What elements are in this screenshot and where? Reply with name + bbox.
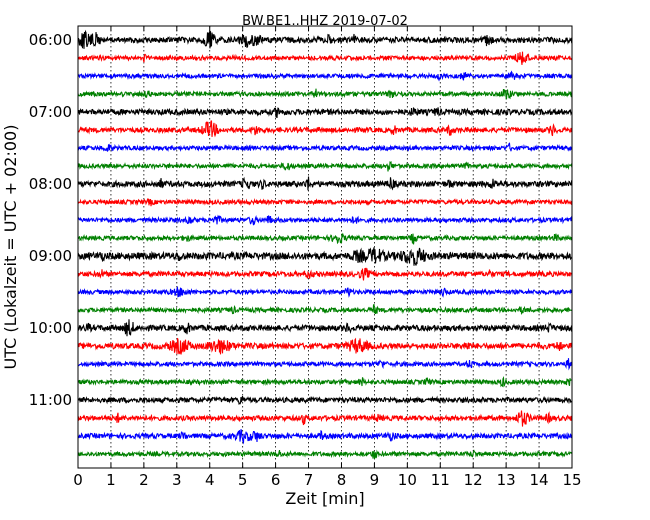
x-tick-label: 0 xyxy=(73,471,83,489)
x-tick-label: 13 xyxy=(497,471,516,489)
x-tick-label: 2 xyxy=(139,471,149,489)
seismic-trace xyxy=(77,303,573,315)
seismic-trace xyxy=(77,29,573,49)
x-tick-label: 11 xyxy=(431,471,450,489)
y-hour-label: 08:00 xyxy=(29,175,72,193)
seismic-trace xyxy=(77,410,573,427)
x-tick-label: 9 xyxy=(370,471,380,489)
x-tick-label: 10 xyxy=(398,471,417,489)
seismic-trace xyxy=(77,395,573,405)
seismic-trace xyxy=(77,285,573,298)
x-tick-label: 14 xyxy=(530,471,549,489)
x-tick-label: 1 xyxy=(106,471,116,489)
x-axis-label: Zeit [min] xyxy=(285,489,364,508)
seismic-trace xyxy=(77,107,573,119)
seismic-trace xyxy=(77,120,573,138)
y-axis-label: UTC (Lokalzeit = UTC + 02:00) xyxy=(1,125,20,370)
y-axis-hour-labels: 06:00 07:00 08:00 09:00 10:00 11:00 xyxy=(29,31,83,409)
seismic-trace xyxy=(77,176,573,191)
x-tick-label: 12 xyxy=(464,471,483,489)
y-hour-label: 10:00 xyxy=(29,319,72,337)
x-tick-label: 8 xyxy=(337,471,347,489)
x-tick-label: 4 xyxy=(205,471,215,489)
y-hour-label: 07:00 xyxy=(29,103,72,121)
x-tick-label: 7 xyxy=(304,471,314,489)
seismic-trace xyxy=(77,358,573,371)
x-tick-label: 3 xyxy=(172,471,182,489)
seismic-trace xyxy=(77,142,573,153)
y-hour-label: 11:00 xyxy=(29,391,72,409)
seismic-trace xyxy=(77,375,573,388)
seismic-traces xyxy=(77,29,573,459)
seismic-trace xyxy=(77,232,573,245)
seismic-trace xyxy=(77,160,573,172)
seismic-trace xyxy=(77,70,573,82)
grid-lines xyxy=(110,26,540,468)
seismic-trace xyxy=(77,337,573,355)
seismic-trace xyxy=(77,267,573,281)
seismic-trace xyxy=(77,449,573,459)
seismic-trace xyxy=(77,88,573,100)
seismic-trace xyxy=(77,429,573,445)
seismic-trace xyxy=(77,319,573,337)
seismic-trace xyxy=(77,197,573,207)
plot-frame xyxy=(77,25,573,469)
x-tick-label: 6 xyxy=(271,471,281,489)
seismic-trace xyxy=(77,247,573,266)
x-tick-label: 15 xyxy=(562,471,581,489)
seismic-trace xyxy=(77,51,573,65)
chart-title: BW.BE1..HHZ 2019-07-02 xyxy=(242,14,408,29)
y-hour-label: 09:00 xyxy=(29,247,72,265)
y-hour-label: 06:00 xyxy=(29,31,72,49)
seismic-trace xyxy=(77,214,573,226)
x-tick-label: 5 xyxy=(238,471,248,489)
x-axis-ticks: 0 1 2 3 4 5 6 7 8 9 10 11 12 13 14 15 xyxy=(73,26,582,489)
